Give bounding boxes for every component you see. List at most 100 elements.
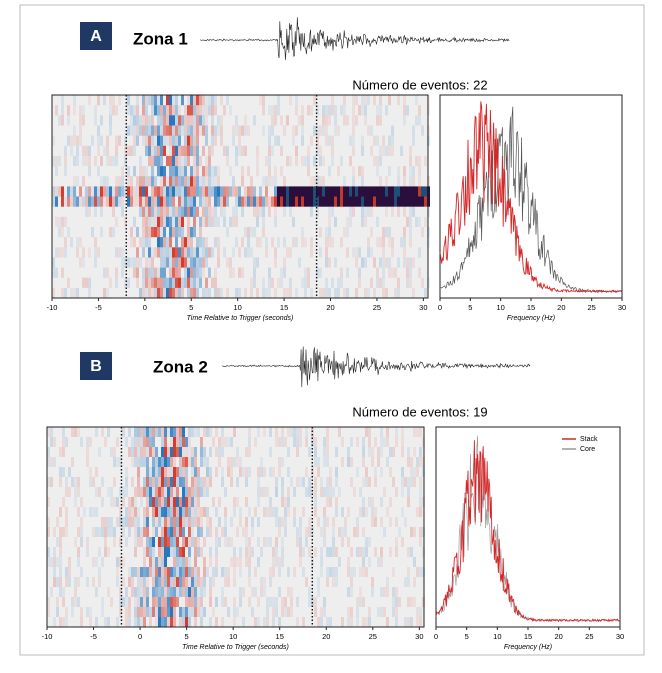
heatmap-cell bbox=[148, 206, 151, 217]
heatmap-cell bbox=[115, 105, 118, 116]
heatmap-cell bbox=[158, 467, 161, 477]
heatmap-cell bbox=[98, 447, 101, 457]
heatmap-cell bbox=[155, 427, 158, 437]
heatmap-cell bbox=[317, 457, 320, 467]
heatmap-cell bbox=[172, 125, 175, 136]
heatmap-cell bbox=[52, 287, 55, 299]
heatmap-cell bbox=[62, 427, 65, 437]
heatmap-cell bbox=[350, 477, 353, 487]
heatmap-cell bbox=[248, 547, 251, 557]
heatmap-cell bbox=[230, 537, 233, 547]
heatmap-cell bbox=[277, 237, 280, 248]
heatmap-cell bbox=[200, 617, 203, 627]
heatmap-cell bbox=[211, 125, 214, 136]
heatmap-cell bbox=[251, 547, 254, 557]
heatmap-cell bbox=[190, 227, 193, 238]
heatmap-cell bbox=[145, 196, 148, 207]
heatmap-cell bbox=[235, 237, 238, 248]
heatmap-cell bbox=[155, 607, 158, 617]
heatmap-cell bbox=[410, 597, 413, 607]
heatmap-cell bbox=[199, 186, 202, 197]
heatmap-cell bbox=[169, 287, 172, 299]
heatmap-cell bbox=[274, 206, 277, 217]
heatmap-cell bbox=[283, 206, 286, 217]
heatmap-cell bbox=[121, 206, 124, 217]
heatmap-cell bbox=[292, 216, 295, 227]
heatmap-cell bbox=[340, 155, 343, 167]
heatmap-cell bbox=[362, 457, 365, 467]
heatmap-cell bbox=[104, 537, 107, 547]
heatmap-cell bbox=[184, 206, 187, 217]
heatmap-cell bbox=[319, 247, 322, 258]
heatmap-cell bbox=[133, 166, 136, 177]
heatmap-cell bbox=[265, 176, 268, 187]
heatmap-cell bbox=[251, 607, 254, 617]
heatmap-cell bbox=[424, 287, 427, 299]
heatmap-cell bbox=[197, 477, 200, 487]
heatmap-cell bbox=[52, 267, 55, 278]
heatmap-cell bbox=[152, 447, 155, 457]
heatmap-cell bbox=[289, 186, 292, 197]
heatmap-cell bbox=[376, 135, 379, 146]
heatmap-cell bbox=[193, 227, 196, 238]
heatmap-cell bbox=[283, 287, 286, 299]
heatmap-cell bbox=[62, 437, 65, 447]
heatmap-cell bbox=[128, 497, 131, 507]
heatmap-cell bbox=[419, 507, 422, 517]
heatmap-bg bbox=[47, 427, 424, 627]
heatmap-cell bbox=[65, 567, 68, 577]
heatmap-cell bbox=[287, 507, 290, 517]
heatmap-cell bbox=[109, 186, 112, 197]
heatmap-cell bbox=[394, 186, 397, 197]
heatmap-cell bbox=[269, 577, 272, 587]
heatmap-cell bbox=[148, 277, 151, 288]
heatmap-cell bbox=[176, 487, 179, 497]
heatmap-cell bbox=[145, 166, 148, 177]
heatmap-cell bbox=[163, 227, 166, 238]
heatmap-cell bbox=[158, 517, 161, 527]
heatmap-cell bbox=[272, 617, 275, 627]
heatmap-cell bbox=[88, 287, 91, 299]
heatmap-cell bbox=[142, 166, 145, 177]
heatmap-cell bbox=[127, 176, 130, 187]
heatmap-cell bbox=[107, 427, 110, 437]
heatmap-cell bbox=[166, 125, 169, 136]
heatmap-cell bbox=[158, 457, 161, 467]
heatmap-cell bbox=[167, 567, 170, 577]
heatmap-cell bbox=[277, 277, 280, 288]
heatmap-cell bbox=[275, 517, 278, 527]
heatmap-cell bbox=[227, 577, 230, 587]
heatmap-cell bbox=[55, 105, 58, 116]
heatmap-cell bbox=[191, 507, 194, 517]
heatmap-cell bbox=[95, 467, 98, 477]
heatmap-cell bbox=[368, 617, 371, 627]
heatmap-cell bbox=[350, 587, 353, 597]
heatmap-cell bbox=[205, 206, 208, 217]
heatmap-cell bbox=[133, 115, 136, 126]
heatmap-cell bbox=[56, 517, 59, 527]
heatmap-cell bbox=[364, 196, 367, 207]
heatmap-cell bbox=[199, 95, 202, 106]
heatmap-cell bbox=[331, 277, 334, 288]
heatmap-cell bbox=[148, 125, 151, 136]
heatmap-cell bbox=[181, 247, 184, 258]
heatmap-cell bbox=[272, 557, 275, 567]
heatmap-cell bbox=[206, 427, 209, 437]
heatmap-cell bbox=[214, 105, 217, 116]
heatmap-cell bbox=[367, 125, 370, 136]
heatmap-cell bbox=[142, 247, 145, 258]
heatmap-cell bbox=[146, 437, 149, 447]
heatmap-cell bbox=[140, 537, 143, 547]
heatmap-cell bbox=[392, 607, 395, 617]
heatmap-cell bbox=[397, 166, 400, 177]
heatmap-cell bbox=[145, 115, 148, 126]
heatmap-cell bbox=[187, 115, 190, 126]
heatmap-cell bbox=[110, 517, 113, 527]
heatmap-cell bbox=[416, 567, 419, 577]
heatmap-cell bbox=[52, 196, 55, 207]
heatmap-cell bbox=[154, 145, 157, 156]
heatmap-cell bbox=[185, 537, 188, 547]
heatmap-cell bbox=[172, 95, 175, 106]
heatmap-cell bbox=[368, 607, 371, 617]
heatmap-cell bbox=[125, 517, 128, 527]
